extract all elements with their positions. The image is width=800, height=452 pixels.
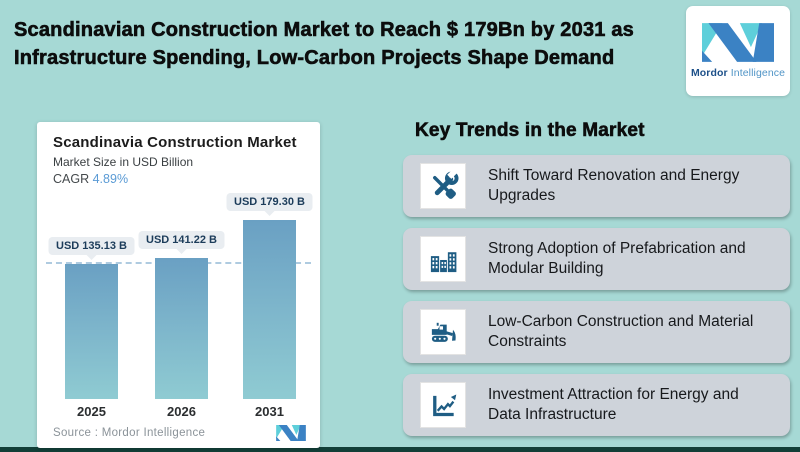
trend-icon-box (420, 163, 466, 209)
mordor-logo-card: Mordor Intelligence (686, 6, 790, 96)
trend-text: Investment Attraction for Energy and Dat… (488, 385, 739, 423)
bar-2025 (65, 263, 118, 399)
key-trends-heading: Key Trends in the Market (415, 120, 645, 142)
value-label-2031: USD 179.30 B (226, 192, 313, 216)
bar-group-2026: USD 141.22 B 2026 (138, 185, 225, 419)
cagr-value: 4.89% (92, 172, 129, 186)
trend-icon-box (420, 382, 466, 428)
bottom-border-strip (0, 447, 800, 452)
value-label-2026: USD 141.22 B (138, 230, 225, 254)
axis-label-2025: 2025 (77, 404, 106, 419)
trend-text: Shift Toward Renovation and Energy Upgra… (488, 166, 740, 204)
chart-title: Scandinavia Construction Market (53, 134, 297, 151)
key-trends-section: Key Trends in the Market Shift Toward Re… (403, 118, 790, 436)
bar-group-2031: USD 179.30 B 2031 (226, 185, 313, 419)
bulldozer-icon (431, 322, 456, 342)
trend-card-prefabrication: Strong Adoption of Prefabrication and Mo… (403, 228, 790, 290)
cagr-label: CAGR (53, 172, 90, 186)
mordor-m-small-icon (276, 425, 306, 441)
page-title-line2: Infrastructure Spending, Low-Carbon Proj… (14, 47, 615, 70)
trend-card-investment: Investment Attraction for Energy and Dat… (403, 374, 790, 436)
buildings-icon (430, 251, 456, 272)
trend-text: Strong Adoption of Prefabrication and Mo… (488, 239, 746, 277)
chart-cagr: CAGR 4.89% (53, 172, 304, 186)
trend-card-low-carbon: Low-Carbon Construction and Material Con… (403, 301, 790, 363)
market-chart-card: Scandinavia Construction Market Market S… (37, 122, 320, 448)
axis-label-2026: 2026 (167, 404, 196, 419)
chart-growth-icon (432, 393, 456, 416)
chart-subtitle: Market Size in USD Billion (53, 155, 194, 169)
trend-card-renovation: Shift Toward Renovation and Energy Upgra… (403, 155, 790, 217)
logo-word-intelligence: Intelligence (730, 67, 786, 79)
axis-label-2031: 2031 (255, 404, 284, 419)
bar-group-2025: USD 135.13 B 2025 (48, 185, 135, 419)
trend-text: Low-Carbon Construction and Material Con… (488, 312, 754, 350)
bar-2031 (243, 219, 296, 399)
trend-icon-box (420, 309, 466, 355)
chart-footer: Source : Mordor Intelligence (53, 425, 306, 441)
trend-icon-box (420, 236, 466, 282)
bar-chart-plot: USD 135.13 B 2025 USD 141.22 B 2026 USD … (46, 185, 313, 419)
value-label-2025: USD 135.13 B (48, 236, 135, 260)
page-title: Scandinavian Construction Market to Reac… (14, 16, 686, 73)
mordor-m-icon (702, 23, 774, 62)
tools-icon (432, 170, 459, 199)
mordor-logo-wordmark: Mordor Intelligence (691, 67, 785, 79)
bar-2026 (155, 257, 208, 399)
source-label: Source : Mordor Intelligence (53, 427, 206, 439)
page-title-line1: Scandinavian Construction Market to Reac… (14, 19, 634, 42)
logo-word-mordor: Mordor (690, 67, 728, 79)
